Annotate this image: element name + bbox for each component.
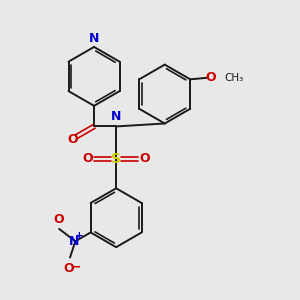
Text: O: O	[205, 71, 216, 84]
Text: N: N	[89, 32, 99, 45]
Text: O: O	[54, 213, 64, 226]
Text: N: N	[69, 235, 79, 248]
Text: O: O	[68, 133, 78, 146]
Text: CH₃: CH₃	[225, 73, 244, 83]
Text: +: +	[75, 231, 83, 241]
Text: O: O	[63, 262, 74, 275]
Text: O: O	[140, 152, 150, 165]
Text: N: N	[111, 110, 121, 124]
Text: O: O	[82, 152, 93, 165]
Text: −: −	[71, 260, 81, 273]
Text: S: S	[111, 152, 121, 166]
